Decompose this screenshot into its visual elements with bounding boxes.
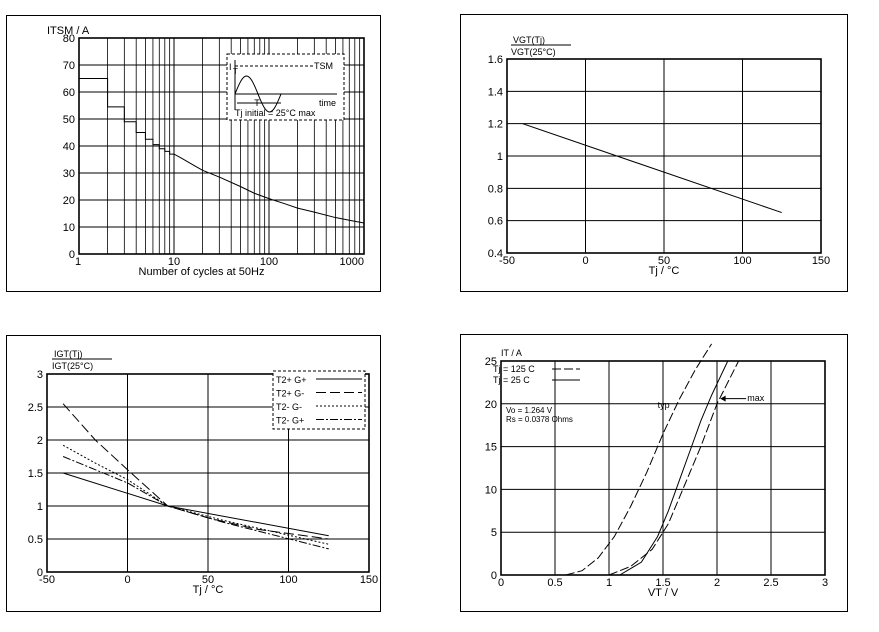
y-axis-label-numerator: IGT(Tj) bbox=[54, 349, 83, 359]
x-axis-label: VT / V bbox=[648, 587, 679, 599]
y-tick-label: 1 bbox=[37, 501, 43, 513]
y-tick-label: 10 bbox=[485, 484, 497, 496]
y-tick-label: 20 bbox=[485, 399, 497, 411]
x-tick-label: 1000 bbox=[340, 256, 364, 268]
annotation-typ: typ bbox=[658, 400, 670, 410]
vgt-chart: 0.4 0.6 0.8 1 1.2 1.4 1.6 -50 0 50 100 150 Tj / °C VG… bbox=[488, 35, 830, 277]
y-tick-label: 30 bbox=[63, 168, 75, 180]
chart-panel-igt: 0 0.5 1 1.5 2 2.5 3 -50 0 50 100 150 Tj / °C IGT(Tj) I… bbox=[6, 335, 381, 612]
y-tick-label: 20 bbox=[63, 195, 75, 207]
plot-frame bbox=[78, 37, 365, 255]
inset-note: Tj initial = 25°C max bbox=[235, 108, 316, 118]
legend-label: Tj = 25 C bbox=[493, 375, 530, 385]
legend-label: T2- G- bbox=[276, 402, 302, 412]
legend-label: Tj = 125 C bbox=[493, 364, 535, 374]
series-line-2 bbox=[619, 360, 729, 576]
series-line-0 bbox=[565, 343, 713, 576]
x-tick-label: 150 bbox=[812, 255, 830, 267]
x-tick-label: 150 bbox=[360, 574, 378, 586]
y-tick-label: 1.6 bbox=[488, 54, 503, 66]
y-tick-label: 80 bbox=[63, 33, 75, 45]
y-tick-label: 1.4 bbox=[488, 86, 503, 98]
inset-y-label-sub: T bbox=[233, 67, 238, 76]
x-tick-label: 50 bbox=[658, 255, 670, 267]
legend-label: T2+ G- bbox=[276, 389, 304, 399]
y-tick-label: 3 bbox=[37, 369, 43, 381]
x-tick-label: 1.5 bbox=[655, 577, 670, 589]
legend-label: T2+ G+ bbox=[276, 375, 307, 385]
x-axis-label: Tj / °C bbox=[649, 265, 680, 277]
y-tick-label: 70 bbox=[63, 60, 75, 72]
y-tick-label: 0 bbox=[69, 249, 75, 261]
x-tick-label: 10 bbox=[168, 256, 180, 268]
y-axis-label: IT / A bbox=[501, 348, 522, 358]
plot-frame bbox=[506, 58, 822, 254]
annotation-max: max bbox=[747, 393, 765, 403]
y-tick-label: 60 bbox=[63, 87, 75, 99]
y-tick-label: 2.5 bbox=[28, 402, 43, 414]
legend-label: T2- G+ bbox=[276, 416, 304, 426]
itsm-chart: 0 10 20 30 40 50 60 70 80 1 10 100 1000 ITSM / A Numbe… bbox=[47, 25, 365, 278]
y-tick-label: 5 bbox=[491, 527, 497, 539]
inset-sine-wave bbox=[234, 75, 282, 113]
info-rs: Rs = 0.0378 Ohms bbox=[506, 415, 573, 424]
series-line-3 bbox=[62, 456, 329, 550]
inset-x-label: time bbox=[319, 98, 336, 108]
x-tick-label: 3 bbox=[822, 577, 828, 589]
y-tick-label: 0.5 bbox=[28, 534, 43, 546]
y-tick-label: 1 bbox=[497, 151, 503, 163]
chart-panel-itsm: 0 10 20 30 40 50 60 70 80 1 10 100 1000 ITSM / A Numbe… bbox=[6, 15, 381, 292]
y-tick-label: 50 bbox=[63, 114, 75, 126]
x-tick-label: -50 bbox=[39, 574, 55, 586]
y-tick-label: 40 bbox=[63, 141, 75, 153]
y-tick-label: 0.4 bbox=[488, 248, 503, 260]
y-tick-label: 1.2 bbox=[488, 119, 503, 131]
x-tick-label: 100 bbox=[279, 574, 297, 586]
y-tick-label: 10 bbox=[63, 222, 75, 234]
plot-frame bbox=[500, 360, 826, 576]
info-vo: Vo = 1.264 V bbox=[506, 406, 553, 415]
inset-box bbox=[226, 53, 345, 121]
y-axis-label-denominator: IGT(25°C) bbox=[52, 361, 93, 371]
x-tick-label: -50 bbox=[499, 255, 515, 267]
x-tick-label: 100 bbox=[260, 256, 278, 268]
x-tick-label: 0 bbox=[498, 577, 504, 589]
y-tick-label: 1.5 bbox=[28, 468, 43, 480]
series-line-1 bbox=[608, 360, 740, 576]
plot-frame bbox=[46, 373, 370, 573]
annotation-max-arrowhead bbox=[720, 395, 726, 402]
x-tick-label: 2 bbox=[714, 577, 720, 589]
x-axis-label: Tj / °C bbox=[193, 584, 224, 596]
y-tick-label: 15 bbox=[485, 442, 497, 454]
series-line-0 bbox=[522, 123, 782, 214]
vt-chart: 0 5 10 15 20 25 0 0.5 1 1.5 2 2.5 3 VT / V IT / A Tj = … bbox=[485, 343, 828, 599]
y-tick-label: 0.6 bbox=[488, 216, 503, 228]
y-tick-label: 2 bbox=[37, 435, 43, 447]
x-tick-label: 100 bbox=[733, 255, 751, 267]
series-line-2 bbox=[62, 444, 329, 545]
y-tick-label: 0.8 bbox=[488, 183, 503, 195]
inset-pulse-label: TSM bbox=[314, 61, 333, 71]
x-tick-label: 0 bbox=[582, 255, 588, 267]
x-tick-label: 0 bbox=[124, 574, 130, 586]
x-tick-label: 50 bbox=[202, 574, 214, 586]
inset-y-label: I bbox=[229, 62, 232, 72]
x-tick-label: 2.5 bbox=[763, 577, 778, 589]
y-axis-label: ITSM / A bbox=[47, 25, 90, 37]
x-axis-label: Number of cycles at 50Hz bbox=[139, 266, 265, 278]
x-tick-label: 1 bbox=[75, 256, 81, 268]
x-tick-label: 1 bbox=[606, 577, 612, 589]
series-line-itsm bbox=[79, 78, 365, 224]
y-axis-label-numerator: VGT(Tj) bbox=[513, 35, 545, 45]
inset-period-label: T bbox=[254, 98, 260, 108]
x-tick-label: 0.5 bbox=[547, 577, 562, 589]
chart-panel-vt: 0 5 10 15 20 25 0 0.5 1 1.5 2 2.5 3 VT / V IT / A Tj = … bbox=[460, 334, 848, 612]
y-tick-label: 25 bbox=[485, 356, 497, 368]
chart-panel-vgt: 0.4 0.6 0.8 1 1.2 1.4 1.6 -50 0 50 100 150 Tj / °C VG… bbox=[460, 14, 848, 292]
y-tick-label: 0 bbox=[37, 567, 43, 579]
y-axis-label-denominator: VGT(25°C) bbox=[511, 47, 556, 57]
y-tick-label: 0 bbox=[491, 570, 497, 582]
